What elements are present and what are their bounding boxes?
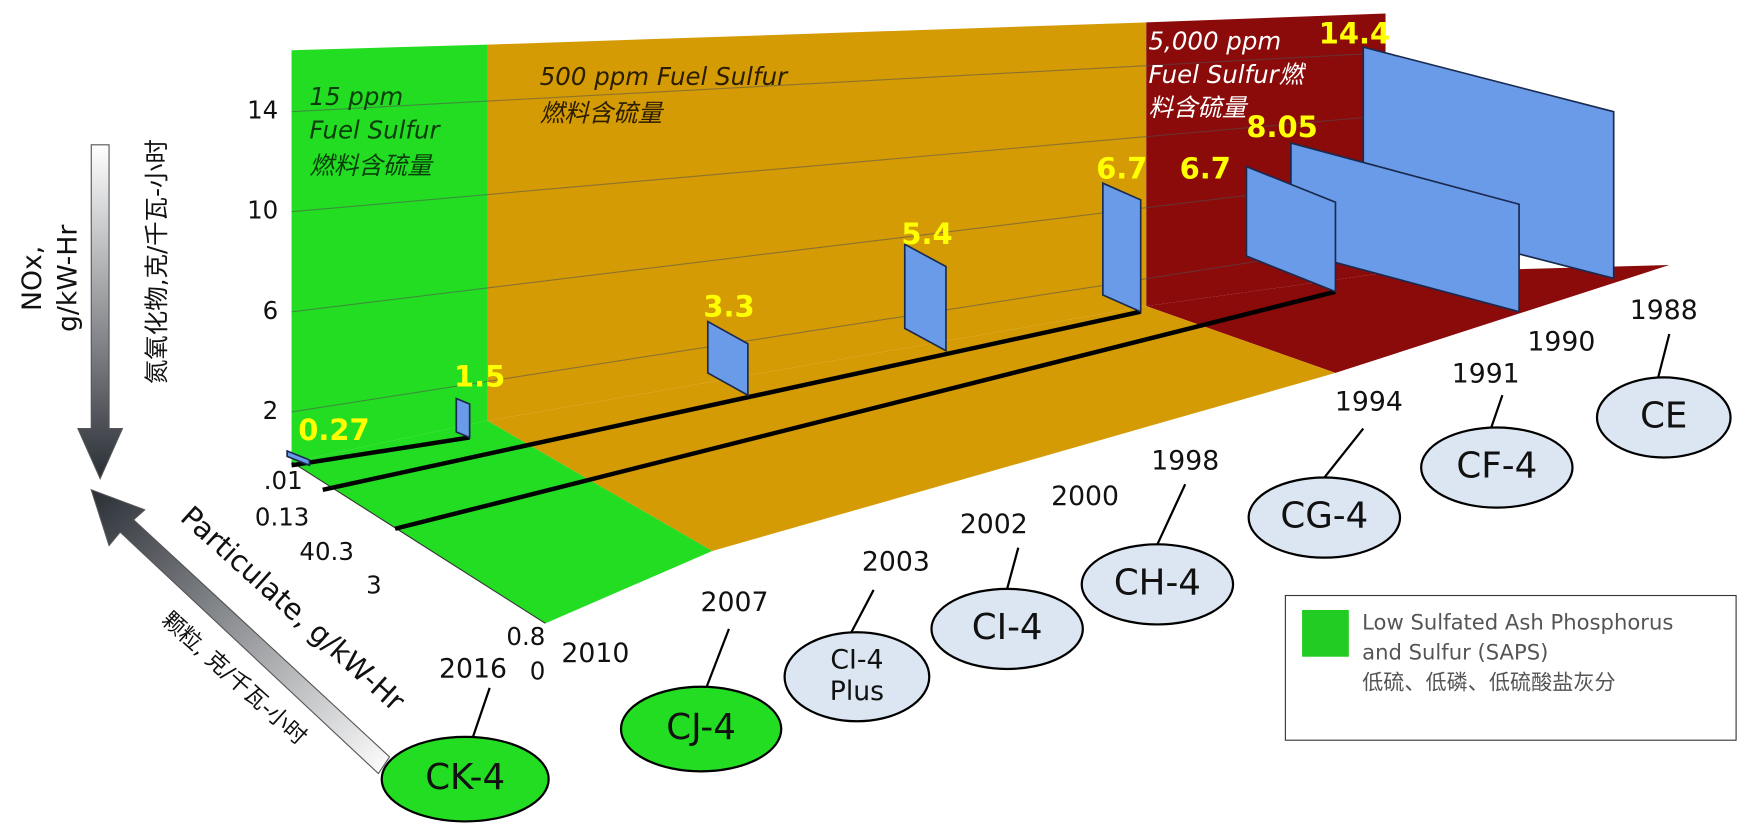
connector <box>471 687 491 738</box>
oil-category-label: CE <box>1640 395 1687 436</box>
year-label: 1988 <box>1630 295 1698 326</box>
grid-line <box>291 52 1386 113</box>
value-label: 14.4 <box>1319 17 1390 51</box>
oil-category <box>1595 376 1732 459</box>
legend-label: Low Sulfated Ash Phosphorus <box>1362 609 1673 634</box>
connector <box>1490 394 1504 428</box>
year-label: 2010 <box>561 638 629 669</box>
year-label: 2000 <box>1051 481 1119 512</box>
floor-orange <box>487 306 1336 551</box>
zone-label: Fuel Sulfur <box>309 115 441 144</box>
legend-swatch <box>1302 609 1349 657</box>
oil-category <box>619 685 783 773</box>
value-label: 0.27 <box>298 413 369 447</box>
zone-label: Fuel Sulfur燃 <box>1148 60 1306 89</box>
oil-category-label: CG-4 <box>1280 496 1368 537</box>
oil-category <box>930 587 1084 671</box>
floor-line <box>291 435 470 468</box>
z-tick-label: 0 <box>530 656 546 685</box>
y-tick-label: 14 <box>247 96 278 125</box>
year-label: 1994 <box>1335 386 1403 417</box>
oil-category <box>380 735 550 823</box>
wall-green <box>291 44 488 462</box>
floor-red <box>1146 264 1670 373</box>
oil-category-label: Plus <box>830 676 884 707</box>
oil-category <box>1080 543 1235 626</box>
year-label: 2016 <box>439 654 507 685</box>
z-tick-label: 3 <box>366 571 382 600</box>
z-tick-label: .01 <box>264 466 303 495</box>
y-tick-label: 10 <box>247 196 278 225</box>
legend-box <box>1284 594 1737 741</box>
y-axis-title: g/kW-Hr <box>52 225 83 332</box>
oil-category-label: CI-4 <box>830 645 883 676</box>
oil-category-label: CH-4 <box>1114 562 1201 603</box>
value-label: 5.4 <box>901 217 952 251</box>
bar <box>1245 165 1337 293</box>
oil-category-label: CF-4 <box>1456 446 1537 487</box>
year-label: 2002 <box>960 509 1028 540</box>
oil-category <box>1247 476 1402 559</box>
nox-arrow <box>77 144 124 481</box>
bar <box>455 397 471 439</box>
oil-category-label: CI-4 <box>972 607 1043 648</box>
year-label: 1998 <box>1151 445 1219 476</box>
z-tick-label: 40.3 <box>299 537 353 566</box>
legend-label: 低硫、低磷、低硫酸盐灰分 <box>1362 669 1616 694</box>
bar <box>706 320 749 397</box>
y-axis-title-zh: 氮氧化物,克/千瓦-小时 <box>142 139 171 384</box>
y-tick-label: 2 <box>263 396 279 425</box>
year-label: 1990 <box>1527 326 1595 357</box>
year-label: 2007 <box>701 587 769 618</box>
floor-line <box>394 289 1337 531</box>
value-label: 1.5 <box>454 360 505 394</box>
bar <box>1102 181 1142 314</box>
connector <box>1323 427 1365 479</box>
zone-label: 15 ppm <box>309 82 403 111</box>
oil-category <box>783 631 931 723</box>
grid-line <box>291 115 1386 213</box>
value-label: 6.7 <box>1180 151 1231 185</box>
z-tick-label: 0.13 <box>255 503 309 532</box>
floor-line <box>322 309 1142 492</box>
grid-line <box>291 240 1386 413</box>
year-label: 2003 <box>862 547 930 578</box>
z-tick-label: 0.8 <box>506 622 545 651</box>
zone-label: 燃料含硫量 <box>309 151 434 180</box>
oil-category-label: CK-4 <box>425 757 505 798</box>
oil-category-label: CJ-4 <box>666 707 736 748</box>
connector <box>850 589 875 633</box>
value-label: 8.05 <box>1246 110 1317 144</box>
zone-label: 料含硫量 <box>1148 93 1248 122</box>
year-label: 1991 <box>1452 359 1520 390</box>
zone-label: 5,000 ppm <box>1148 26 1281 55</box>
legend-label: and Sulfur (SAPS) <box>1362 639 1548 664</box>
zone-label: 500 ppm Fuel Sulfur <box>540 62 789 91</box>
bar <box>903 242 947 353</box>
connector <box>1657 333 1671 378</box>
value-label: 3.3 <box>703 289 754 323</box>
y-tick-label: 6 <box>263 296 279 325</box>
oil-category <box>1420 426 1574 509</box>
connector <box>1006 547 1020 590</box>
wall-orange <box>487 22 1147 421</box>
grid-line <box>291 177 1386 313</box>
bar <box>286 449 311 467</box>
y-axis-title: NOx, <box>17 246 48 311</box>
connector <box>705 628 730 688</box>
connector <box>1156 483 1187 545</box>
value-label: 6.7 <box>1096 151 1147 185</box>
zone-label: 燃料含硫量 <box>540 99 665 128</box>
particulate-arrow <box>90 488 391 775</box>
bar <box>1290 141 1520 313</box>
